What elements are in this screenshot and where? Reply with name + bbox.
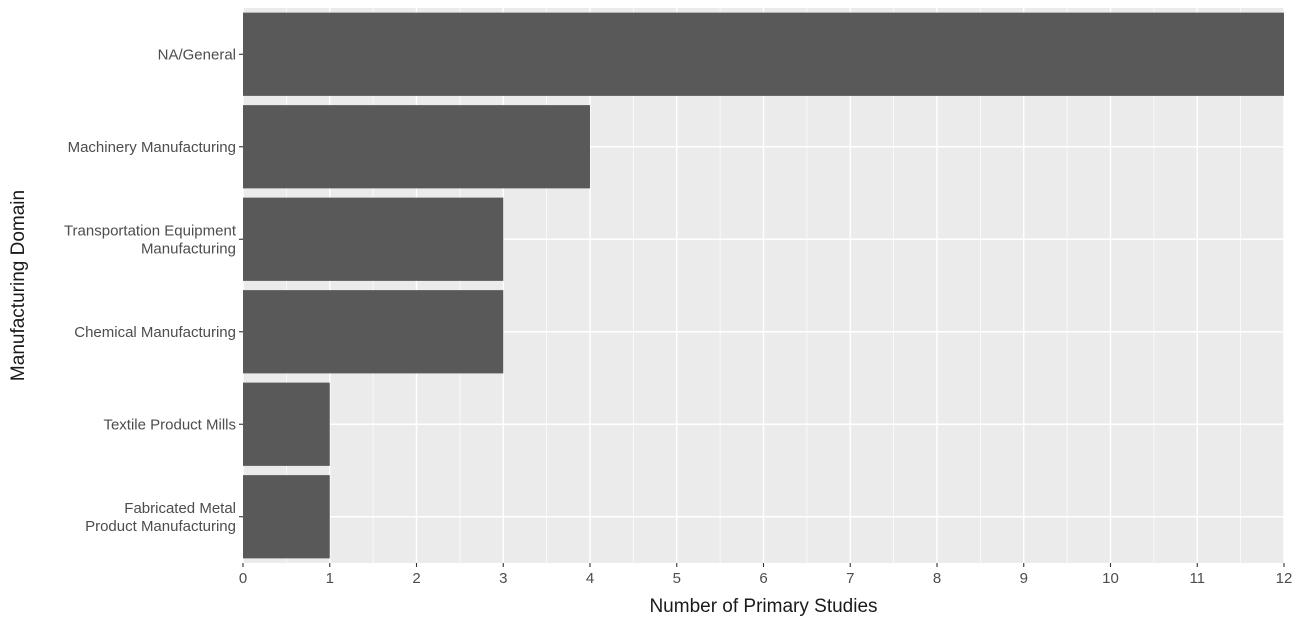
bar	[243, 290, 504, 374]
y-axis: NA/General Machinery Manufacturing Transpo…	[64, 46, 243, 535]
y-tick-label: Transportation Equipment	[64, 222, 237, 239]
x-tick-label: 9	[1020, 570, 1028, 587]
bar	[243, 475, 330, 559]
y-tick-label: Manufacturing	[141, 240, 236, 257]
y-tick-label: NA/General	[158, 46, 236, 63]
y-tick-label: Product Manufacturing	[85, 518, 236, 535]
bar	[243, 197, 504, 281]
x-tick-label: 2	[412, 570, 420, 587]
x-axis: 0 1 2 3 4 5 6 7 8 9 10 11 12	[239, 563, 1293, 587]
y-tick-label: Fabricated Metal	[124, 500, 236, 517]
x-axis-title: Number of Primary Studies	[649, 596, 877, 617]
x-tick-label: 1	[326, 570, 334, 587]
x-tick-label: 4	[586, 570, 594, 587]
bar	[243, 105, 590, 189]
x-tick-label: 5	[673, 570, 681, 587]
bar	[243, 12, 1284, 96]
bar	[243, 382, 330, 466]
x-tick-label: 6	[759, 570, 767, 587]
x-tick-label: 0	[239, 570, 247, 587]
x-tick-label: 10	[1102, 570, 1119, 587]
x-tick-label: 7	[846, 570, 854, 587]
x-tick-label: 12	[1276, 570, 1293, 587]
bars	[243, 12, 1284, 559]
y-tick-label: Textile Product Mills	[103, 416, 236, 433]
x-tick-label: 11	[1189, 570, 1205, 587]
y-axis-title: Manufacturing Domain	[8, 190, 29, 381]
x-tick-label: 3	[499, 570, 507, 587]
y-tick-label: Chemical Manufacturing	[74, 324, 236, 341]
x-tick-label: 8	[933, 570, 941, 587]
y-tick-label: Machinery Manufacturing	[68, 139, 236, 156]
